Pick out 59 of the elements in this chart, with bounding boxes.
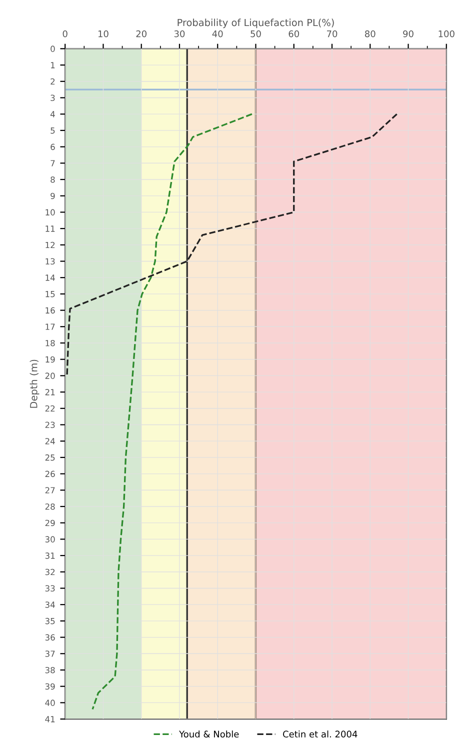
y-tick-label: 20	[45, 372, 55, 379]
y-tick-label: 39	[45, 683, 55, 690]
y-tick-label: 16	[46, 307, 55, 314]
y-tick-label: 12	[46, 242, 55, 248]
x-tick-label: 80	[365, 30, 376, 38]
y-tick-label: 4	[50, 111, 55, 118]
y-tick-label: 2	[50, 78, 55, 85]
y-tick-label: 35	[45, 618, 55, 624]
y-tick-label: 6	[50, 144, 55, 150]
y-tick-label: 14	[46, 274, 55, 281]
y-tick-label: 38	[45, 666, 55, 674]
x-tick-label: 10	[98, 30, 108, 38]
y-tick-label: 41	[45, 716, 55, 722]
y-tick-label: 37	[45, 650, 55, 657]
x-tick-label: 90	[403, 30, 414, 38]
x-tick-label: 50	[250, 30, 261, 38]
y-tick-label: 33	[45, 585, 55, 592]
y-tick-label: 19	[46, 356, 55, 363]
y-tick-label: 11	[46, 226, 55, 232]
y-tick-label: 30	[45, 536, 55, 542]
y-tick-label: 27	[45, 487, 55, 494]
y-tick-label: 5	[50, 128, 55, 134]
y-tick-label: 8	[50, 176, 55, 183]
y-tick-label: 32	[45, 568, 55, 576]
y-tick-label: 9	[50, 192, 55, 200]
y-tick-label: 7	[50, 160, 55, 166]
y-axis-title: Depth (m)	[30, 360, 40, 408]
y-tick-label: 22	[45, 405, 55, 412]
y-tick-label: 15	[46, 291, 55, 298]
line-series	[66, 113, 398, 377]
y-tick-label: 3	[50, 94, 55, 102]
y-tick-label: 29	[45, 520, 55, 526]
legend-label: Youd & Noble	[179, 730, 239, 738]
x-tick-label: 30	[174, 30, 185, 38]
y-tick-label: 13	[46, 258, 55, 265]
x-tick-label: 70	[327, 30, 338, 38]
y-tick-label: 25	[45, 454, 55, 461]
y-tick-label: 10	[46, 209, 55, 216]
x-tick-label: 40	[212, 30, 223, 38]
x-axis-title: Probability of Liquefaction PL(%)	[178, 18, 334, 28]
y-tick-label: 21	[45, 389, 55, 396]
x-tick-label: 100	[438, 30, 454, 38]
y-tick-label: 34	[45, 602, 55, 608]
y-tick-label: 0	[50, 46, 55, 52]
y-tick-label: 36	[45, 634, 55, 641]
line-series	[92, 113, 253, 710]
y-tick-label: 31	[45, 552, 55, 559]
legend-label: Cetin et al. 2004	[283, 730, 358, 738]
y-tick-label: 28	[45, 503, 55, 510]
x-tick-label: 20	[136, 30, 147, 38]
y-tick-label: 18	[46, 340, 55, 346]
y-tick-label: 26	[45, 470, 55, 478]
y-tick-label: 40	[45, 700, 55, 706]
y-tick-label: 17	[46, 324, 55, 330]
y-tick-label: 24	[45, 438, 55, 444]
x-tick-label: 60	[288, 30, 300, 38]
y-tick-label: 23	[45, 422, 55, 428]
y-tick-label: 1	[50, 62, 55, 68]
x-tick-label: 0	[62, 30, 68, 38]
